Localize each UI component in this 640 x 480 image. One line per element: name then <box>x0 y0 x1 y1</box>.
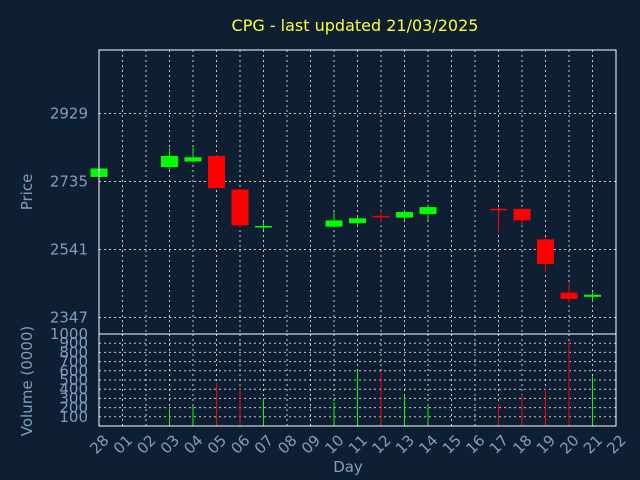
candle-body <box>184 157 202 162</box>
candle-body <box>208 155 225 189</box>
candle-body <box>537 239 554 264</box>
candlestick-series <box>90 147 601 303</box>
price-axis-label: Price <box>18 174 36 211</box>
volume-plot-frame <box>98 333 617 427</box>
volume-tick-label: 900 <box>59 334 88 352</box>
volume-axis-label: Volume (0000) <box>18 326 36 436</box>
x-tick-label: 03 <box>157 431 183 457</box>
volume-tick-label: 800 <box>59 343 88 361</box>
x-tick-label: 05 <box>204 431 230 457</box>
x-ticks: 2801020304050607080910111213141516171819… <box>86 431 629 457</box>
x-axis-label: Day <box>333 458 363 476</box>
price-y-ticks: 2347 2541 2735 2929 <box>50 104 88 326</box>
volume-tick-label: 200 <box>59 399 88 417</box>
x-tick-label: 12 <box>368 431 394 457</box>
x-tick-label: 19 <box>533 431 559 457</box>
x-tick-label: 04 <box>180 431 206 457</box>
volume-tick-label: 100 <box>59 408 88 426</box>
price-grid <box>98 50 617 334</box>
x-tick-label: 13 <box>392 431 418 457</box>
candle-body <box>325 220 343 227</box>
x-tick-label: 06 <box>227 431 253 457</box>
candle-body <box>513 208 531 221</box>
candle-body <box>161 155 178 168</box>
x-tick-label: 10 <box>321 431 347 457</box>
x-tick-label: 20 <box>556 431 582 457</box>
price-tick-label: 2541 <box>50 241 88 259</box>
x-tick-label: 07 <box>251 431 277 457</box>
candle-body <box>396 211 413 218</box>
x-tick-label: 18 <box>509 431 535 457</box>
volume-series <box>169 341 593 426</box>
x-tick-label: 15 <box>439 431 465 457</box>
x-tick-label: 14 <box>415 431 441 457</box>
x-tick-label: 02 <box>133 431 159 457</box>
x-tick-label: 16 <box>462 431 488 457</box>
chart-title: CPG - last updated 21/03/2025 <box>232 16 479 35</box>
candle-body <box>490 208 507 211</box>
price-tick-label: 2929 <box>50 104 88 122</box>
volume-tick-label: 1000 <box>50 325 88 343</box>
candle-body <box>349 218 366 224</box>
candle-body <box>584 294 601 297</box>
x-tick-label: 09 <box>298 431 324 457</box>
candle-body <box>560 292 578 299</box>
candle-body <box>419 207 437 215</box>
price-tick-label: 2735 <box>50 172 88 190</box>
volume-tick-label: 700 <box>59 353 88 371</box>
candle-body <box>231 189 249 226</box>
volume-tick-label: 600 <box>59 362 88 380</box>
volume-tick-label: 300 <box>59 389 88 407</box>
price-tick-label: 2347 <box>50 309 88 327</box>
x-tick-label: 08 <box>274 431 300 457</box>
candle-body <box>255 226 272 228</box>
x-tick-label: 28 <box>86 431 112 457</box>
x-tick-label: 22 <box>603 431 629 457</box>
volume-tick-label: 500 <box>59 371 88 389</box>
x-tick-label: 01 <box>110 431 136 457</box>
candle-body <box>372 215 390 218</box>
volume-tick-label: 400 <box>59 380 88 398</box>
x-tick-label: 21 <box>580 431 606 457</box>
x-tick-label: 11 <box>345 431 371 457</box>
x-tick-label: 17 <box>486 431 512 457</box>
